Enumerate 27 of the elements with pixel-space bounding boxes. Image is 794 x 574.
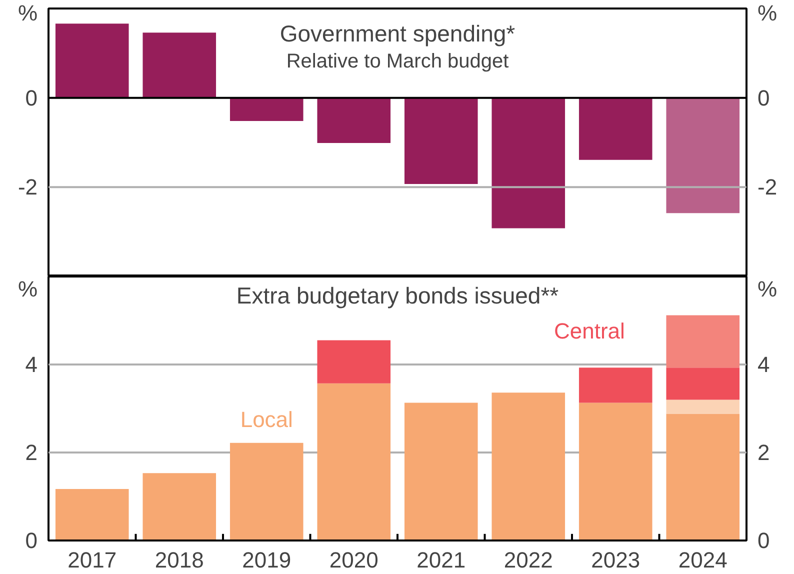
- chart-title: Extra budgetary bonds issued**: [236, 282, 559, 308]
- x-tick-label: 2023: [591, 548, 640, 572]
- x-tick-label: 2024: [678, 548, 728, 572]
- series-label: Central: [554, 318, 625, 344]
- y2-tick-label: %: [758, 0, 778, 26]
- x-tick-label: 2018: [154, 548, 204, 572]
- x-tick-label: 2017: [68, 548, 117, 572]
- y-tick-label: %: [18, 276, 38, 302]
- y-tick-label: 0: [25, 85, 38, 110]
- x-tick-label: 2022: [504, 548, 553, 572]
- y-tick-label: 2: [25, 440, 38, 465]
- x-tick-label: 2021: [416, 548, 466, 572]
- y-tick-label: 0: [25, 528, 38, 553]
- text: Government spending*: [280, 20, 516, 46]
- y2-tick-label: 0: [758, 528, 770, 553]
- x-tick-label: 2019: [242, 548, 292, 572]
- y2-tick-label: -2: [758, 174, 778, 200]
- series-label: Local: [240, 406, 293, 432]
- y2-tick-label: %: [758, 276, 778, 302]
- y-tick-label: -2: [18, 174, 38, 200]
- y-tick-label: %: [18, 0, 38, 26]
- y2-tick-label: 2: [758, 440, 770, 465]
- text: Relative to March budget: [286, 50, 510, 72]
- y2-tick-label: 4: [758, 352, 770, 377]
- x-tick-label: 2020: [329, 548, 378, 572]
- y-tick-label: 4: [25, 352, 38, 377]
- y2-tick-label: 0: [758, 85, 770, 110]
